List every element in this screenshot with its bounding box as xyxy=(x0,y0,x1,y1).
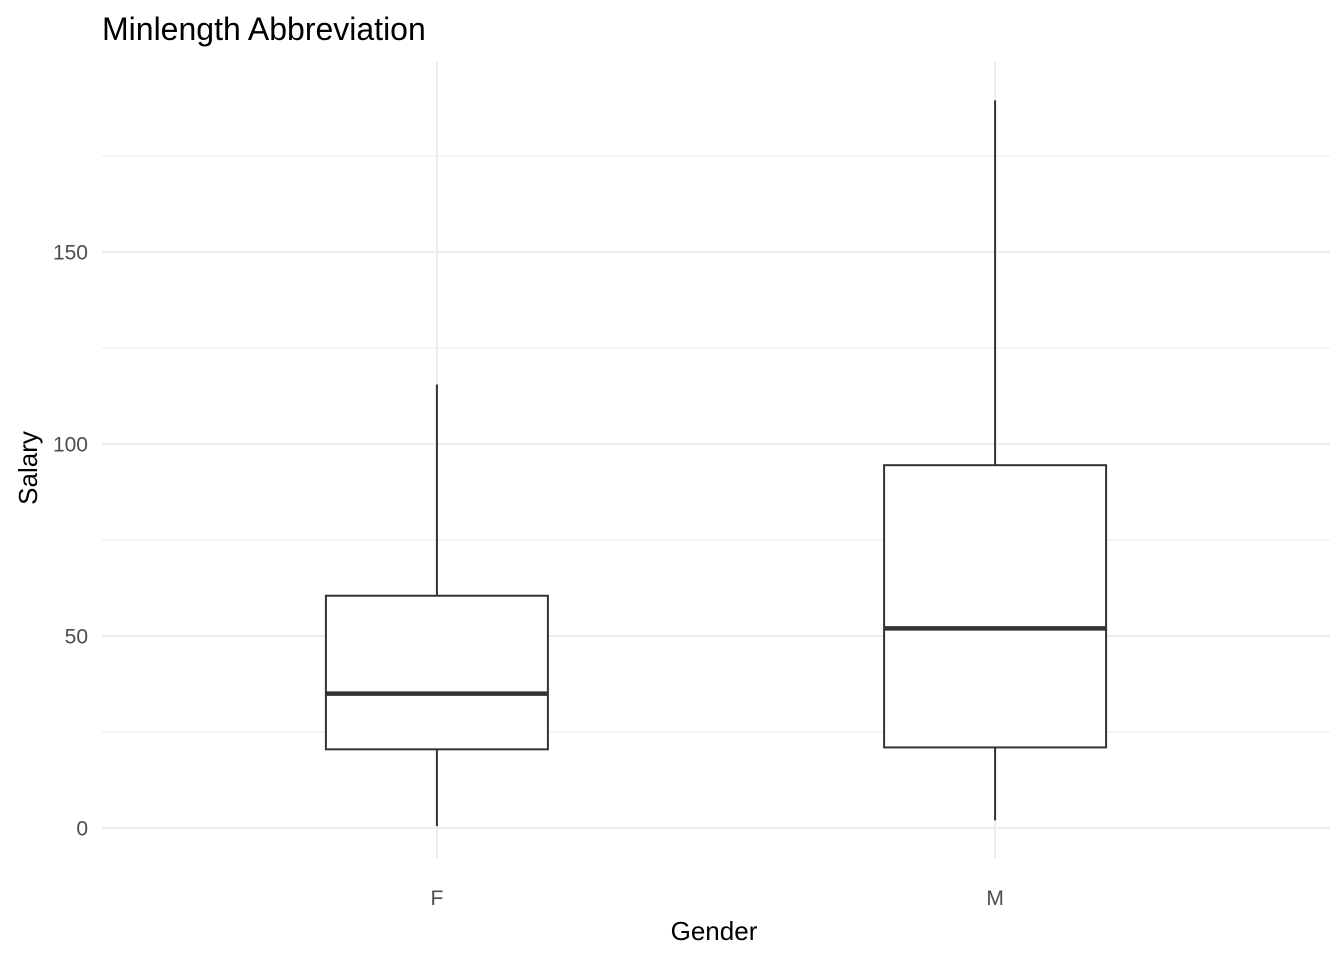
x-axis-title: Gender xyxy=(671,916,758,946)
box-f xyxy=(324,384,549,827)
y-tick-label: 0 xyxy=(76,818,88,841)
y-axis-title: Salary xyxy=(13,431,43,505)
y-axis-ticks: 0 50 100 150 xyxy=(53,242,88,841)
y-tick-label: 150 xyxy=(53,242,88,265)
x-tick-label: F xyxy=(430,887,443,910)
iqr-box xyxy=(324,594,549,751)
chart-title: Minlength Abbreviation xyxy=(102,11,426,47)
box-series xyxy=(324,100,1108,827)
y-tick-label: 100 xyxy=(53,434,88,457)
box-m xyxy=(883,100,1108,821)
iqr-box xyxy=(883,464,1108,749)
x-tick-label: M xyxy=(986,887,1004,910)
grid-lines xyxy=(102,62,1330,858)
y-tick-label: 50 xyxy=(65,626,88,649)
